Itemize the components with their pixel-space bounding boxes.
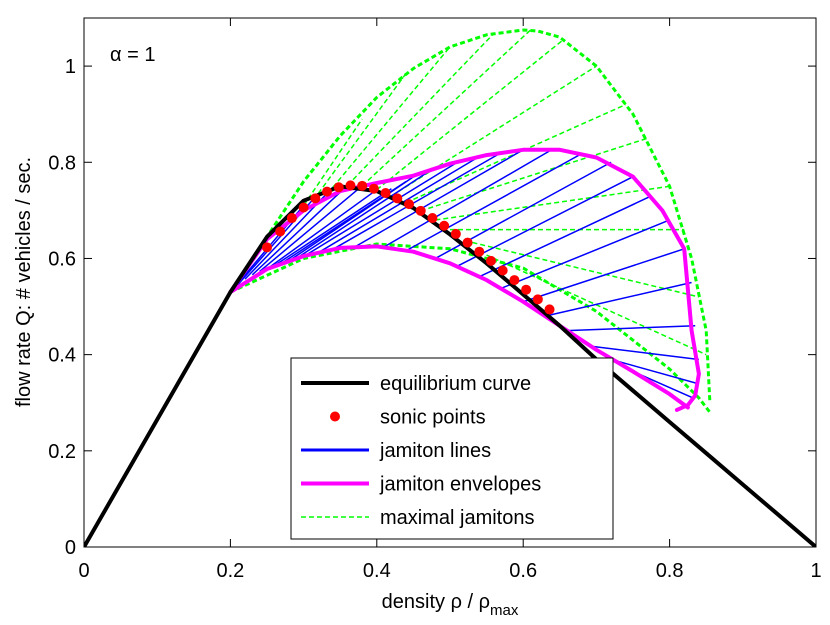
sonic-point — [462, 237, 473, 248]
maximal-jamiton-chord — [464, 239, 700, 298]
sonic-point — [439, 220, 450, 231]
sonic-point — [474, 246, 485, 257]
jamiton-line — [500, 219, 670, 289]
axes-frame — [83, 17, 817, 548]
legend-label: sonic points — [380, 407, 486, 429]
alpha-annotation: α = 1 — [110, 44, 155, 66]
jamiton-line — [295, 166, 436, 260]
maximal-jamiton-chord — [361, 29, 532, 187]
x-axis-ticks: 0 0.2 0.4 0.6 0.8 1 — [78, 18, 822, 582]
sonic-point — [262, 242, 272, 253]
y-tick-label: 0.8 — [48, 152, 76, 174]
x-tick-label: 0 — [78, 560, 89, 582]
sonic-point — [380, 188, 391, 199]
legend-swatch — [330, 411, 340, 422]
x-tick-label: 0.2 — [216, 560, 244, 582]
legend-label: jamiton envelopes — [379, 474, 541, 496]
x-axis-title-main: density ρ / ρ — [382, 591, 490, 613]
sonic-point — [368, 183, 379, 194]
jamiton-line — [478, 195, 652, 278]
jamiton-line — [288, 171, 422, 262]
y-tick-label: 0.4 — [48, 345, 76, 367]
sonic-point — [345, 180, 356, 191]
sonic-point — [392, 193, 403, 204]
jamiton-line — [405, 152, 583, 252]
y-tick-label: 0 — [65, 537, 76, 559]
sonic-point — [286, 213, 297, 224]
jamiton-line — [456, 176, 634, 267]
sonic-point — [521, 284, 532, 295]
x-tick-label: 0.6 — [509, 560, 537, 582]
legend-label: equilibrium curve — [380, 373, 531, 395]
y-tick-label: 0.2 — [48, 441, 76, 463]
sonic-point — [357, 180, 368, 191]
jamiton-line — [383, 148, 553, 248]
x-axis-title: density ρ / ρmax — [382, 591, 519, 619]
maximal-jamiton-boundary — [229, 28, 712, 414]
jamiton-line — [354, 149, 524, 248]
sonic-point — [322, 186, 333, 197]
maximal-jamiton-chord — [478, 251, 707, 356]
legend-label: maximal jamitons — [380, 507, 534, 529]
x-tick-label: 0.4 — [363, 560, 391, 582]
maximal-jamiton-chord — [332, 46, 451, 188]
y-axis-ticks: 0 0.2 0.4 0.6 0.8 1 — [48, 56, 816, 559]
sonic-point — [298, 202, 309, 213]
y-tick-label: 0.6 — [48, 248, 76, 270]
sonic-point — [544, 304, 555, 315]
x-tick-label: 1 — [810, 560, 821, 582]
maximal-jamiton-chord — [317, 72, 407, 194]
x-tick-label: 0.8 — [656, 560, 684, 582]
jamiton-line — [251, 184, 349, 276]
equilibrium-curve — [84, 184, 816, 547]
sonic-point — [333, 182, 344, 193]
legend: equilibrium curve sonic points jamiton lin… — [290, 357, 614, 540]
jamiton-line — [317, 155, 480, 254]
maximal-jamiton-chord — [346, 32, 495, 186]
maximal-jamiton-boundary-upper — [229, 28, 712, 403]
maximal-jamiton-chord — [302, 118, 363, 206]
sonic-point — [415, 205, 426, 216]
legend-label: jamiton lines — [379, 440, 491, 462]
y-axis-title: flow rate Q: # vehicles / sec. — [13, 157, 35, 407]
x-axis-title-subscript: max — [490, 602, 519, 619]
sonic-point — [509, 275, 520, 286]
jamiton-line — [259, 185, 363, 273]
jamiton-envelope-lower — [228, 244, 690, 410]
sonic-point — [275, 226, 286, 237]
jamiton-line — [522, 248, 685, 303]
jamiton-line — [332, 152, 502, 250]
sonic-point — [485, 255, 496, 266]
maximal-jamiton-boundary-lower — [229, 242, 712, 414]
jamiton-line — [610, 358, 698, 385]
sonic-point — [497, 265, 508, 276]
jamiton-line — [266, 189, 378, 270]
sonic-point — [532, 294, 543, 305]
y-tick-label: 1 — [65, 56, 76, 78]
jamiton-line — [273, 188, 392, 267]
jamiton-line — [303, 161, 458, 258]
sonic-points-group — [262, 180, 555, 315]
sonic-point — [427, 213, 438, 224]
equilibrium-curve-group — [84, 184, 816, 547]
sonic-point — [310, 193, 321, 204]
jamiton-line — [588, 345, 699, 361]
sonic-point — [404, 199, 415, 210]
jamiton-line — [544, 281, 692, 317]
jamiton-line — [567, 325, 696, 332]
sonic-point — [450, 228, 461, 239]
